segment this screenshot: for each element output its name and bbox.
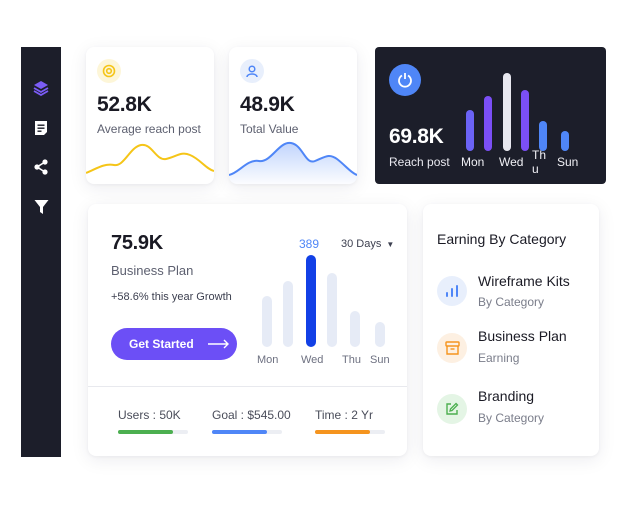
average-reach-card: 52.8K Average reach post [86, 47, 214, 184]
peak-value-label: 389 [299, 237, 320, 251]
reach-day-label: Mon [461, 155, 485, 169]
layers-icon[interactable] [32, 79, 50, 97]
category-sub: Earning [478, 351, 520, 365]
business-day-label: Mon [257, 354, 279, 366]
category-title[interactable]: Business Plan [478, 328, 567, 344]
business-bar [375, 322, 385, 347]
users-progress-fill [118, 430, 173, 434]
users-stat: Users : 50K [118, 408, 181, 422]
category-sub: By Category [478, 411, 545, 425]
get-started-button[interactable]: Get Started [111, 328, 237, 360]
business-title: Business Plan [111, 263, 194, 278]
reach-day-label: Wed [499, 155, 524, 169]
category-title[interactable]: Wireframe Kits [478, 273, 570, 289]
reach-post-card: 69.8K Reach post Mon Wed Th u Sun [375, 47, 606, 184]
share-icon[interactable] [32, 158, 50, 176]
reach-post-value: 69.8K [389, 125, 444, 148]
business-day-label: Sun [370, 354, 390, 366]
time-progress-fill [315, 430, 370, 434]
goal-progress [212, 430, 282, 434]
edit-icon [437, 394, 467, 424]
total-value-sparkline [229, 141, 357, 184]
sidebar [21, 47, 61, 457]
reach-bar [539, 121, 547, 151]
period-dropdown-label: 30 Days [341, 238, 382, 250]
divider [88, 386, 407, 387]
time-progress [315, 430, 385, 434]
target-icon [97, 59, 121, 83]
business-value: 75.9K [111, 232, 163, 254]
earning-category-card: Earning By Category Wireframe Kits By Ca… [423, 204, 599, 456]
average-reach-value: 52.8K [97, 93, 152, 116]
chevron-down-icon: ▼ [386, 240, 395, 249]
reach-day-label: Th u [532, 148, 547, 176]
reach-post-label: Reach post [389, 155, 450, 169]
business-growth: +58.6% this year Growth [111, 291, 232, 303]
business-day-label: Thu [342, 354, 361, 366]
time-stat: Time : 2 Yr [315, 408, 374, 422]
user-icon [240, 59, 264, 83]
filter-icon[interactable] [32, 198, 50, 216]
document-icon[interactable] [32, 119, 50, 137]
business-day-label: Wed [301, 354, 324, 366]
total-value-label: Total Value [240, 122, 299, 136]
reach-bar [521, 90, 529, 151]
category-sub: By Category [478, 295, 545, 309]
archive-icon [437, 333, 467, 363]
power-icon [389, 64, 421, 96]
business-bar [283, 281, 293, 347]
total-value-card: 48.9K Total Value [229, 47, 357, 184]
get-started-label: Get Started [129, 337, 194, 351]
reach-day-label: Sun [557, 155, 579, 169]
reach-bar [484, 96, 492, 151]
reach-bar [466, 110, 474, 151]
total-value-value: 48.9K [240, 93, 295, 116]
reach-bar [503, 73, 511, 151]
category-title[interactable]: Branding [478, 388, 535, 404]
goal-progress-fill [212, 430, 267, 434]
users-progress [118, 430, 188, 434]
period-dropdown[interactable]: 30 Days ▼ [341, 238, 394, 250]
reach-bar [561, 131, 569, 151]
earning-title: Earning By Category [437, 231, 567, 247]
goal-stat: Goal : $545.00 [212, 408, 291, 422]
business-bar [327, 273, 337, 347]
business-bar [306, 255, 316, 347]
arrow-right-icon [207, 339, 229, 349]
average-reach-label: Average reach post [97, 122, 201, 136]
bar-chart-icon [437, 276, 467, 306]
business-bar [262, 296, 272, 347]
average-reach-sparkline [86, 143, 214, 174]
business-bar [350, 311, 360, 347]
